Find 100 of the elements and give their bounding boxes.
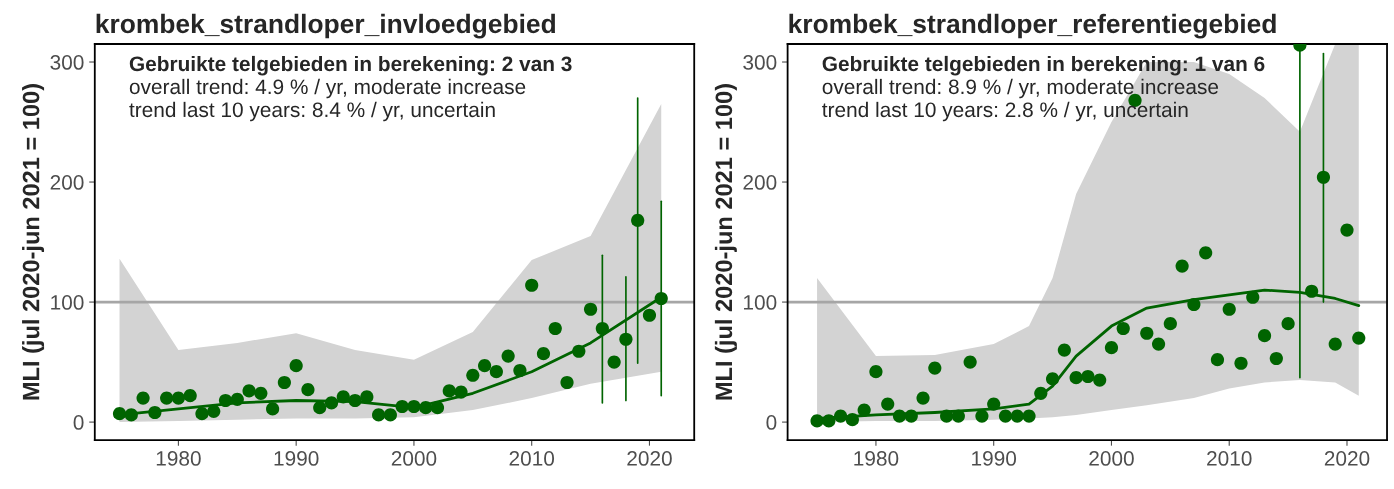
point bbox=[289, 359, 303, 373]
point bbox=[654, 291, 668, 306]
point bbox=[171, 391, 185, 405]
point bbox=[160, 391, 174, 405]
point bbox=[1104, 341, 1119, 355]
annotation: overall trend: 8.9 % / yr, moderate increase bbox=[822, 78, 1219, 99]
point bbox=[1340, 223, 1354, 237]
point bbox=[1093, 373, 1107, 387]
x-tick-label: 1980 bbox=[156, 451, 201, 466]
point bbox=[242, 384, 256, 398]
annotation: Gebruikte telgebieden in berekening: 1 van 6 bbox=[822, 55, 1265, 76]
point bbox=[1022, 409, 1036, 423]
point bbox=[916, 391, 930, 405]
point bbox=[1222, 302, 1236, 316]
x-tick-label: 1980 bbox=[854, 451, 899, 466]
point bbox=[975, 409, 989, 423]
y-tick-label: 300 bbox=[50, 55, 84, 70]
x-tick-label: 2010 bbox=[509, 451, 555, 466]
point bbox=[395, 399, 409, 414]
point bbox=[124, 408, 138, 422]
annotation: overall trend: 4.9 % / yr, moderate increase bbox=[129, 78, 526, 99]
point bbox=[1316, 170, 1331, 184]
point bbox=[489, 365, 503, 379]
chart-title: krombek_strandloper_referentiegebied bbox=[789, 13, 1276, 39]
y-axis-title: MLI (jul 2020-jun 2021 = 100) bbox=[22, 84, 45, 400]
point bbox=[963, 355, 977, 369]
point bbox=[195, 407, 209, 421]
x-tick-label: 1990 bbox=[274, 451, 319, 466]
point bbox=[642, 308, 657, 322]
point bbox=[845, 413, 859, 427]
point bbox=[631, 213, 645, 228]
point bbox=[1045, 372, 1060, 386]
y-tick-label: 100 bbox=[51, 295, 84, 310]
point bbox=[112, 407, 127, 421]
point bbox=[1210, 353, 1225, 367]
point bbox=[372, 408, 386, 422]
point bbox=[536, 347, 551, 361]
x-tick-label: 2000 bbox=[1089, 451, 1134, 466]
point bbox=[1305, 284, 1319, 298]
point bbox=[419, 401, 433, 415]
point bbox=[454, 385, 468, 399]
point bbox=[360, 390, 374, 404]
point bbox=[595, 321, 609, 336]
point bbox=[1069, 371, 1083, 385]
point bbox=[1246, 290, 1260, 304]
point bbox=[501, 349, 515, 363]
point bbox=[207, 404, 221, 418]
point bbox=[383, 408, 397, 422]
x-tick-label: 2000 bbox=[391, 451, 437, 466]
x-tick-label: 2010 bbox=[1207, 451, 1252, 466]
x-tick-label: 2020 bbox=[1324, 451, 1370, 466]
point bbox=[218, 393, 233, 408]
point bbox=[1175, 259, 1189, 273]
point bbox=[254, 386, 268, 400]
point bbox=[348, 393, 362, 408]
point bbox=[513, 363, 527, 378]
point bbox=[951, 409, 965, 423]
point bbox=[572, 344, 586, 358]
point bbox=[1081, 369, 1095, 384]
point bbox=[324, 396, 339, 410]
point bbox=[619, 332, 633, 346]
point bbox=[1199, 246, 1213, 260]
y-tick-label: 100 bbox=[744, 295, 777, 310]
point bbox=[1151, 337, 1166, 351]
point bbox=[1057, 343, 1071, 357]
y-tick-label: 0 bbox=[766, 415, 777, 430]
y-tick-label: 200 bbox=[743, 175, 777, 190]
point bbox=[583, 302, 598, 316]
point bbox=[277, 375, 291, 390]
point bbox=[430, 401, 445, 415]
chart-title: krombek_strandloper_invloedgebied bbox=[96, 13, 555, 39]
point bbox=[407, 399, 421, 414]
point bbox=[904, 409, 918, 423]
point bbox=[1234, 356, 1248, 370]
annotation: Gebruikte telgebieden in berekening: 2 van 3 bbox=[129, 55, 572, 76]
point bbox=[1034, 386, 1048, 400]
point bbox=[466, 368, 480, 382]
point bbox=[266, 402, 280, 416]
x-tick-label: 1990 bbox=[972, 451, 1017, 466]
point bbox=[857, 403, 871, 417]
point bbox=[1187, 297, 1201, 312]
point bbox=[336, 390, 350, 404]
point bbox=[1116, 321, 1130, 336]
point bbox=[525, 278, 539, 292]
point bbox=[1269, 351, 1283, 366]
point bbox=[148, 405, 162, 420]
point bbox=[987, 397, 1001, 411]
point bbox=[301, 383, 315, 397]
point bbox=[881, 397, 895, 411]
point bbox=[230, 392, 244, 406]
y-axis-title: MLI (jul 2020-jun 2021 = 100) bbox=[714, 84, 737, 400]
point bbox=[998, 409, 1013, 423]
y-tick-label: 200 bbox=[50, 175, 84, 190]
point bbox=[442, 384, 456, 398]
point bbox=[478, 359, 492, 373]
point bbox=[1281, 317, 1295, 331]
annotation: trend last 10 years: 8.4 % / yr, uncertain bbox=[129, 101, 495, 122]
point bbox=[183, 389, 197, 403]
point bbox=[560, 375, 574, 390]
point bbox=[136, 391, 150, 405]
